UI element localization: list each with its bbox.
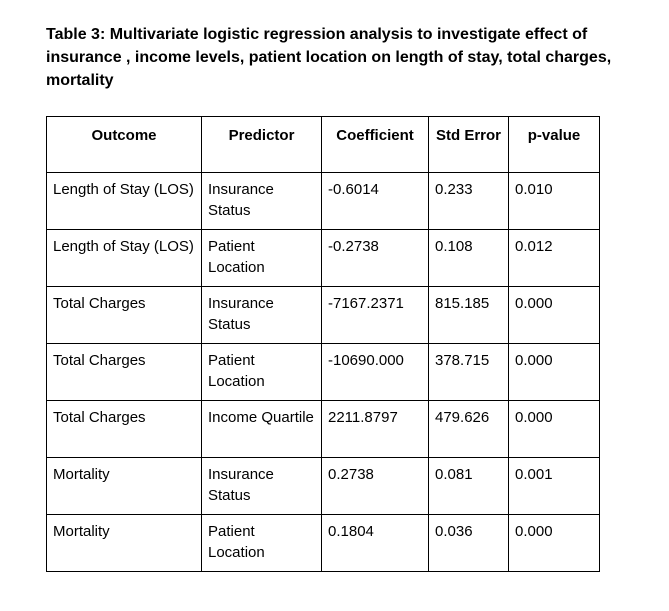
cell-outcome: Mortality xyxy=(46,457,202,515)
cell-predictor: Patient Location xyxy=(201,229,322,287)
cell-std-error: 0.108 xyxy=(428,229,509,287)
header-row: Outcome Predictor Coefficient Std Error … xyxy=(46,116,600,173)
cell-predictor: Patient Location xyxy=(201,514,322,572)
table-row: Total Charges Patient Location -10690.00… xyxy=(46,343,600,401)
header-predictor: Predictor xyxy=(201,116,322,173)
table-title: Table 3: Multivariate logistic regressio… xyxy=(46,26,612,89)
header-coefficient: Coefficient xyxy=(321,116,429,173)
cell-outcome: Length of Stay (LOS) xyxy=(46,172,202,230)
cell-predictor: Insurance Status xyxy=(201,286,322,344)
table-row: Length of Stay (LOS) Insurance Status -0… xyxy=(46,172,600,230)
cell-std-error: 378.715 xyxy=(428,343,509,401)
cell-outcome: Total Charges xyxy=(46,400,202,458)
cell-p-value: 0.012 xyxy=(508,229,600,287)
cell-p-value: 0.000 xyxy=(508,514,600,572)
table-row: Total Charges Insurance Status -7167.237… xyxy=(46,286,600,344)
cell-coefficient: 0.2738 xyxy=(321,457,429,515)
cell-coefficient: -0.2738 xyxy=(321,229,429,287)
cell-p-value: 0.010 xyxy=(508,172,600,230)
cell-std-error: 479.626 xyxy=(428,400,509,458)
cell-coefficient: -7167.2371 xyxy=(321,286,429,344)
header-outcome: Outcome xyxy=(46,116,202,173)
header-std-error: Std Error xyxy=(428,116,509,173)
table-row: Length of Stay (LOS) Patient Location -0… xyxy=(46,229,600,287)
cell-coefficient: -0.6014 xyxy=(321,172,429,230)
cell-std-error: 815.185 xyxy=(428,286,509,344)
cell-predictor: Insurance Status xyxy=(201,172,322,230)
cell-coefficient: 0.1804 xyxy=(321,514,429,572)
cell-predictor: Insurance Status xyxy=(201,457,322,515)
cell-predictor: Patient Location xyxy=(201,343,322,401)
cell-p-value: 0.000 xyxy=(508,343,600,401)
regression-table: Outcome Predictor Coefficient Std Error … xyxy=(46,116,600,572)
table-row: Mortality Patient Location 0.1804 0.036 … xyxy=(46,514,600,572)
cell-std-error: 0.036 xyxy=(428,514,509,572)
cell-p-value: 0.000 xyxy=(508,400,600,458)
cell-predictor: Income Quartile xyxy=(201,400,322,458)
table-row: Mortality Insurance Status 0.2738 0.081 … xyxy=(46,457,600,515)
cell-outcome: Total Charges xyxy=(46,343,202,401)
cell-outcome: Length of Stay (LOS) xyxy=(46,229,202,287)
table-row: Total Charges Income Quartile 2211.8797 … xyxy=(46,400,600,458)
cell-p-value: 0.000 xyxy=(508,286,600,344)
cell-std-error: 0.081 xyxy=(428,457,509,515)
cell-p-value: 0.001 xyxy=(508,457,600,515)
cell-outcome: Mortality xyxy=(46,514,202,572)
cell-outcome: Total Charges xyxy=(46,286,202,344)
header-p-value: p-value xyxy=(508,116,600,173)
cell-coefficient: 2211.8797 xyxy=(321,400,429,458)
cell-coefficient: -10690.000 xyxy=(321,343,429,401)
cell-std-error: 0.233 xyxy=(428,172,509,230)
